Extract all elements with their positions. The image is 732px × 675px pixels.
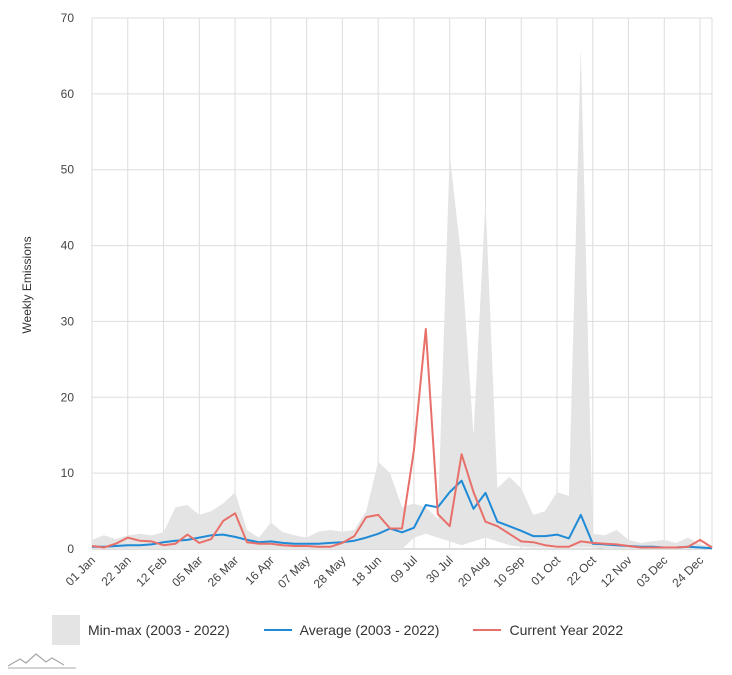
x-tick-label: 09 Jul (387, 553, 420, 586)
x-tick-label: 16 Apr (243, 553, 277, 587)
min-max-swatch (52, 615, 80, 645)
average-swatch (263, 629, 292, 631)
current-year-swatch (473, 629, 502, 631)
x-tick-label: 26 Mar (205, 553, 241, 589)
x-tick-label: 12 Feb (133, 553, 170, 590)
min-max-band (92, 48, 712, 550)
x-tick-label: 05 Mar (169, 553, 205, 589)
y-tick-label: 70 (61, 11, 75, 25)
grid-lines (91, 17, 713, 550)
y-tick-label: 60 (61, 87, 75, 101)
x-tick-label: 18 Jun (349, 553, 384, 588)
x-tick-label: 12 Nov (598, 553, 635, 590)
y-tick-label: 40 (61, 239, 75, 253)
data-points (91, 329, 713, 549)
x-tick-label: 22 Oct (564, 553, 599, 588)
y-tick-label: 0 (67, 542, 74, 556)
x-tick-label: 24 Dec (669, 553, 706, 590)
y-tick-label: 30 (61, 314, 75, 328)
y-tick-label: 20 (61, 390, 75, 404)
y-tick-label: 50 (61, 163, 75, 177)
legend-item-average[interactable]: Average (2003 - 2022) (263, 622, 440, 638)
legend-label-current-year: Current Year 2022 (509, 622, 624, 638)
legend-label-average: Average (2003 - 2022) (299, 622, 440, 638)
y-tick-label: 10 (61, 466, 75, 480)
x-tick-label: 10 Sep (491, 553, 528, 590)
x-tick-label: 22 Jan (99, 553, 134, 588)
legend: Min-max (2003 - 2022) Average (2003 - 20… (52, 615, 657, 645)
x-tick-label: 30 Jul (423, 553, 456, 586)
x-tick-label: 07 May (275, 553, 313, 591)
y-axis-label: Weekly Emissions (20, 236, 34, 333)
legend-label-min-max: Min-max (2003 - 2022) (88, 622, 230, 638)
current-year-line (91, 328, 713, 549)
legend-item-current-year[interactable]: Current Year 2022 (473, 622, 623, 638)
chart-area: 0 10 20 30 40 50 60 70 01 Jan 22 Jan 12 Feb 05 Mar… (20, 11, 713, 591)
x-tick-label: 20 Aug (455, 553, 491, 589)
x-tick-label: 01 Oct (528, 553, 563, 588)
mountain-logo-icon (7, 653, 76, 669)
x-tick-label: 28 May (311, 553, 349, 591)
x-tick-label: 03 Dec (634, 553, 671, 590)
legend-item-min-max[interactable]: Min-max (2003 - 2022) (52, 615, 230, 645)
y-tick-labels: 0 10 20 30 40 50 60 70 (61, 11, 75, 556)
x-tick-label: 01 Jan (63, 553, 98, 588)
